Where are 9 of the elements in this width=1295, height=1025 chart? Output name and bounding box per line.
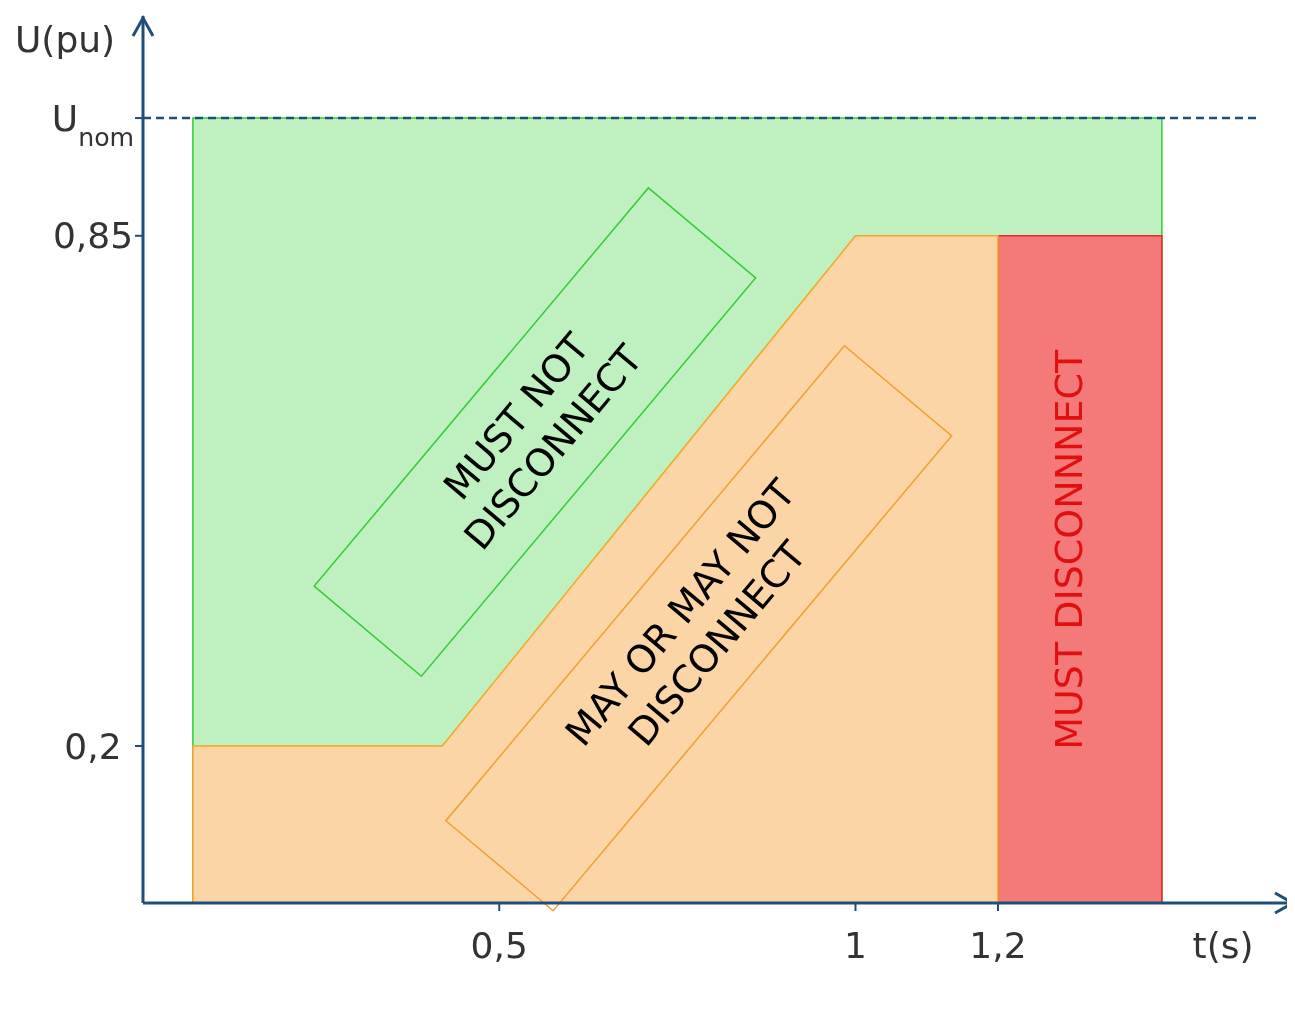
- x-tick-label: 1,2: [969, 925, 1027, 966]
- x-tick-label: 1: [844, 925, 867, 966]
- y-tick-label: 0,2: [64, 725, 122, 767]
- x-axis-title: t(s): [1192, 925, 1254, 966]
- x-tick-label: 0,5: [470, 925, 528, 966]
- y-tick-label: U$_{nom}$: [51, 97, 135, 152]
- annotation: MUST DISCONNNECT: [1047, 348, 1092, 750]
- y-tick-label: 0,85: [52, 215, 134, 257]
- y-axis-title: U(pu): [15, 19, 116, 60]
